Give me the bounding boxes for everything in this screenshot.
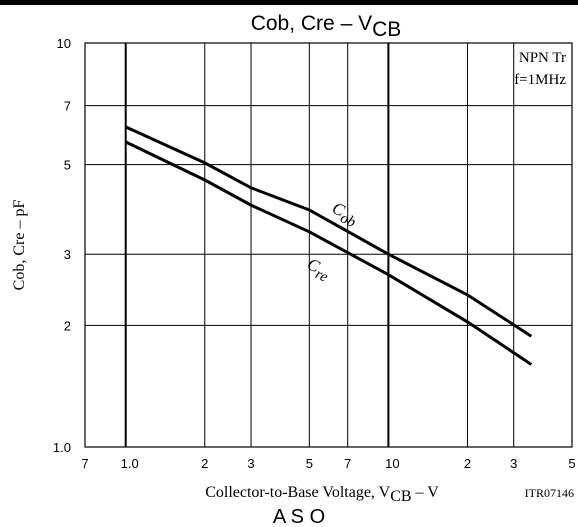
x-label-sub: CB xyxy=(390,488,411,505)
series-label: Cob xyxy=(327,198,361,231)
plot-frame xyxy=(84,42,573,448)
x-label-main: Collector-to-Base Voltage, V xyxy=(205,484,390,501)
x-tick-label: 5 xyxy=(568,456,575,471)
x-tick-label: 7 xyxy=(344,456,351,471)
y-tick-label: 1.0 xyxy=(53,440,71,455)
title-main: Cob, Cre – V xyxy=(251,12,372,35)
x-tick-label: 2 xyxy=(464,456,471,471)
annotation: NPN Tr xyxy=(519,50,566,66)
y-tick-label: 10 xyxy=(57,36,71,51)
x-tick-label: 5 xyxy=(306,456,313,471)
title-sub: CB xyxy=(372,18,401,41)
x-tick-label: 3 xyxy=(510,456,517,471)
figure-code: ITR07146 xyxy=(525,486,574,500)
footer-title: A S O xyxy=(273,506,325,527)
y-tick-label: 5 xyxy=(64,158,71,173)
x-tick-label: 2 xyxy=(201,456,208,471)
y-tick-label: 3 xyxy=(64,247,71,262)
chart-title: Cob, Cre – VCB xyxy=(251,12,402,41)
x-axis-label: Collector-to-Base Voltage, VCB – V xyxy=(205,484,439,505)
series-line xyxy=(125,125,533,338)
y-tick-label: 2 xyxy=(64,318,71,333)
series-label-sub: ob xyxy=(338,210,359,231)
series-line xyxy=(125,140,533,366)
x-tick-label: 10 xyxy=(385,456,399,471)
y-tick-label: 7 xyxy=(64,99,71,114)
y-axis-label: Cob, Cre – pF xyxy=(11,200,28,291)
series-label: Cre xyxy=(302,254,333,286)
x-tick-label: 7 xyxy=(81,456,88,471)
annotation: f=1MHz xyxy=(514,72,566,88)
x-tick-label: 3 xyxy=(247,456,254,471)
x-tick-label: 1.0 xyxy=(121,456,139,471)
top-bar xyxy=(0,0,578,5)
x-label-tail: – V xyxy=(412,484,440,501)
